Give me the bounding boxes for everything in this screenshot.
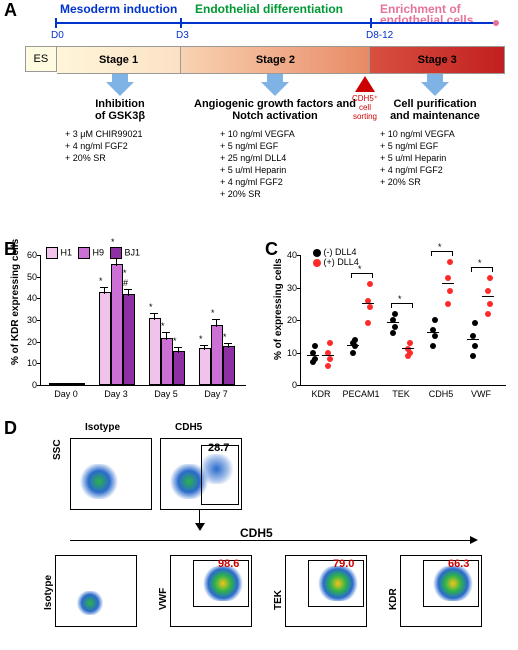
stage-bullets: + 10 ng/ml VEGFA+ 5 ng/ml EGF+ 25 ng/ml … bbox=[220, 128, 345, 200]
stage-bullets: + 10 ng/ml VEGFA+ 5 ng/ml EGF+ 5 u/ml He… bbox=[380, 128, 505, 188]
bar bbox=[111, 264, 123, 385]
bar bbox=[149, 318, 161, 385]
bar bbox=[99, 292, 111, 385]
bar bbox=[173, 351, 185, 386]
stage-bullets: + 3 μM CHIR99021+ 4 ng/ml FGF2+ 20% SR bbox=[65, 128, 190, 164]
phase-label: Endothelial differentiation bbox=[195, 4, 343, 15]
bar bbox=[161, 338, 173, 386]
facs-plot bbox=[400, 555, 482, 627]
facs-plot bbox=[70, 438, 152, 510]
bar bbox=[73, 383, 85, 385]
stage-segment: Stage 2 bbox=[181, 46, 370, 74]
bar bbox=[223, 346, 235, 385]
bar bbox=[123, 294, 135, 385]
bar bbox=[199, 348, 211, 385]
facs-plot bbox=[55, 555, 137, 627]
phase-label: Mesoderm induction bbox=[60, 4, 177, 15]
es-label: ES bbox=[25, 46, 57, 72]
stage-title: Inhibition of GSK3β bbox=[35, 98, 205, 122]
facs-plot bbox=[170, 555, 252, 627]
stage-segment: Stage 1 bbox=[57, 46, 182, 74]
bar bbox=[211, 325, 223, 386]
bar bbox=[61, 383, 73, 385]
facs-plot bbox=[160, 438, 242, 510]
stage-title: Angiogenic growth factors and Notch acti… bbox=[190, 98, 360, 122]
sort-label: CDH5⁺ cell sorting bbox=[345, 94, 385, 121]
stage-segment: Stage 3 bbox=[370, 46, 505, 74]
facs-plot bbox=[285, 555, 367, 627]
bar bbox=[49, 383, 61, 385]
